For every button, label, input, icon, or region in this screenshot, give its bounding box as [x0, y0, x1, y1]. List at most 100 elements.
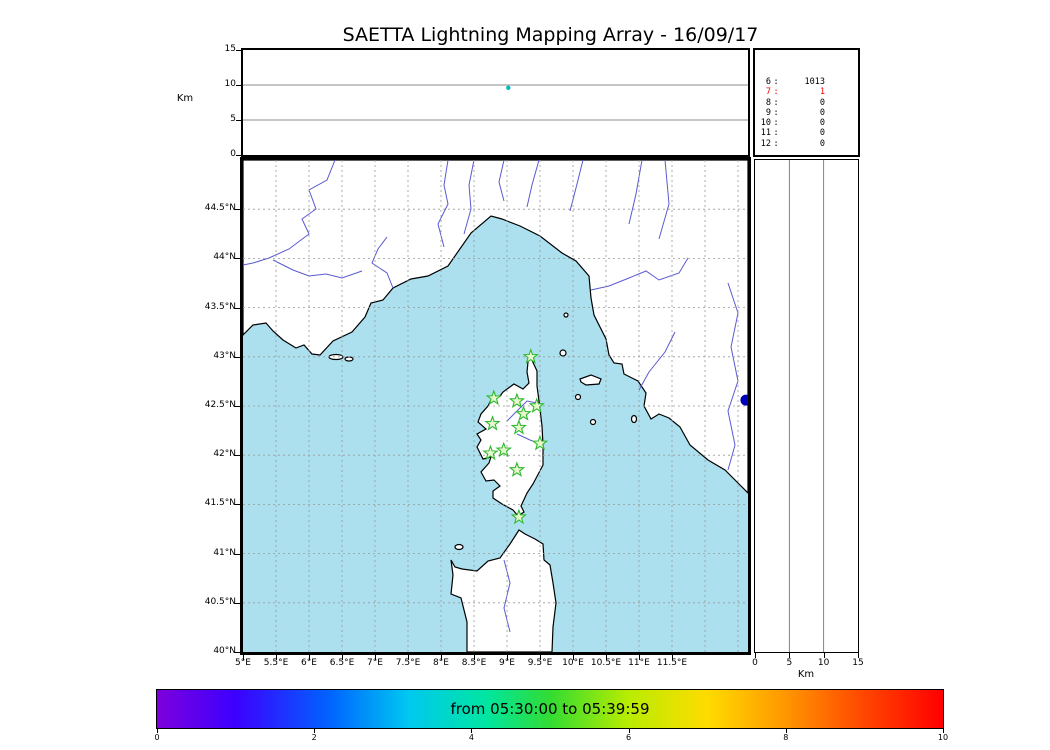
- station-markers: [482, 348, 748, 525]
- alt-tick-label: 5: [230, 114, 236, 124]
- lon-tick-label: 7.5°E: [395, 658, 421, 668]
- stats-source-count: 1: [819, 87, 825, 98]
- colorbar-tick-mark: [943, 729, 944, 733]
- stats-colon: :: [773, 118, 779, 129]
- lon-tick-label: 10.5°E: [590, 658, 622, 668]
- lon-tick-mark: [342, 655, 343, 660]
- station-marker: [528, 397, 545, 413]
- lon-tick-label: 5.5°E: [263, 658, 289, 668]
- lat-tick-label: 41.5°N: [204, 498, 236, 509]
- altitude-longitude-panel: [241, 48, 750, 157]
- stats-station-count: 11: [760, 128, 771, 139]
- lat-tick-mark: [235, 602, 240, 604]
- river-reno: [658, 160, 670, 240]
- stats-colon: :: [773, 87, 779, 98]
- station-marker: [482, 444, 499, 461]
- river-taro: [569, 160, 584, 212]
- river-bormida: [463, 160, 475, 235]
- altitude-latitude-plot: [788, 160, 825, 652]
- colorbar-tick-mark: [471, 729, 473, 733]
- lon-tick-mark: [441, 655, 442, 660]
- stats-row: 11: 0: [755, 128, 858, 138]
- lat-tick-label: 42°N: [213, 449, 236, 460]
- stats-source-count: 0: [819, 118, 825, 129]
- station-marker: [510, 508, 527, 525]
- alt-panel-grid: [243, 84, 748, 121]
- stats-colon: :: [773, 138, 779, 149]
- lon-tick-label: 8.5°E: [461, 658, 487, 668]
- stats-colon: :: [773, 128, 779, 139]
- lon-tick-mark: [639, 655, 640, 660]
- altitude-axis-label: Km: [176, 93, 194, 104]
- station-marker: [508, 461, 526, 477]
- station-marker: [515, 405, 532, 421]
- alt-tick-mark: [236, 50, 241, 51]
- stats-row: 6: 1013: [755, 77, 858, 87]
- island-asinara: [454, 543, 464, 551]
- stats-station-count: 8: [765, 97, 771, 108]
- lat-tick-label: 41°N: [213, 547, 236, 558]
- stats-station-count: 9: [765, 107, 771, 118]
- river-verdon: [272, 259, 363, 279]
- lon-tick-label: 6°E: [301, 658, 317, 668]
- lat-tick-mark: [235, 652, 240, 653]
- km-tick-mark: [755, 653, 756, 658]
- colorbar-tick-label: 0: [154, 733, 160, 742]
- alt-tick-mark: [236, 120, 241, 121]
- colorbar-tick-mark: [785, 729, 787, 733]
- colorbar-tick-label: 8: [783, 733, 789, 742]
- lat-tick-mark: [235, 406, 240, 407]
- lon-tick-mark: [474, 655, 475, 660]
- altitude-latitude-panel: [754, 159, 859, 653]
- island-elba: [579, 374, 602, 386]
- lat-tick-label: 40.5°N: [204, 596, 236, 607]
- stats-colon: :: [773, 77, 779, 87]
- colorbar-tick-label: 10: [937, 733, 949, 742]
- lat-tick-mark: [235, 307, 240, 309]
- stats-source-count: 0: [819, 138, 825, 149]
- station-marker: [508, 392, 526, 408]
- lon-tick-mark: [507, 655, 508, 660]
- lon-tick-mark: [375, 655, 376, 660]
- stats-row: 8: 0: [755, 98, 858, 108]
- lat-tick-label: 44.5°N: [204, 203, 236, 214]
- lat-panel-grid: [788, 160, 825, 652]
- lon-tick-label: 11.5°E: [656, 658, 688, 668]
- lat-tick-mark: [235, 553, 240, 555]
- lightning-source-dot: [740, 394, 748, 406]
- station-marker: [484, 415, 501, 431]
- alt-tick-mark: [236, 155, 241, 156]
- lon-tick-label: 8°E: [433, 658, 449, 668]
- lon-tick-mark: [276, 655, 277, 660]
- colorbar-label: from 05:30:00 to 05:39:59: [450, 700, 650, 718]
- alt-tick-mark: [236, 85, 241, 86]
- lon-tick-mark: [606, 655, 607, 660]
- lat-tick-mark: [235, 455, 240, 457]
- river-tanaro: [437, 160, 449, 248]
- stats-station-count: 10: [760, 118, 771, 129]
- station-stats-panel: 6: 1013 7: 1 8: 0 9: 0 10: 0 11: 0 12: 0: [753, 48, 860, 157]
- km-axis-label: Km: [797, 669, 815, 680]
- km-tick-label: 0: [752, 658, 758, 668]
- lat-tick-mark: [235, 258, 240, 260]
- river-secchia: [628, 160, 643, 225]
- colorbar-tick-label: 4: [468, 733, 474, 742]
- river-ombrone: [638, 331, 676, 391]
- lon-tick-label: 9°E: [499, 658, 515, 668]
- island-montecristo: [589, 418, 597, 426]
- island-gorgona: [563, 312, 569, 318]
- alt-source-dot: [506, 85, 511, 90]
- stats-row: 9: 0: [755, 108, 858, 118]
- colorbar-tick-label: 2: [311, 733, 317, 742]
- lon-tick-label: 10°E: [562, 658, 584, 668]
- station-marker: [485, 389, 503, 406]
- lat-tick-label: 43.5°N: [204, 301, 236, 312]
- lon-tick-mark: [573, 655, 574, 660]
- lat-tick-label: 40°N: [213, 646, 236, 656]
- lon-tick-mark: [309, 655, 310, 660]
- page-title: SAETTA Lightning Mapping Array - 16/09/1…: [342, 24, 759, 46]
- colorbar-tick-mark: [628, 729, 630, 733]
- river-var: [371, 236, 394, 289]
- stats-station-count: 7: [765, 87, 771, 98]
